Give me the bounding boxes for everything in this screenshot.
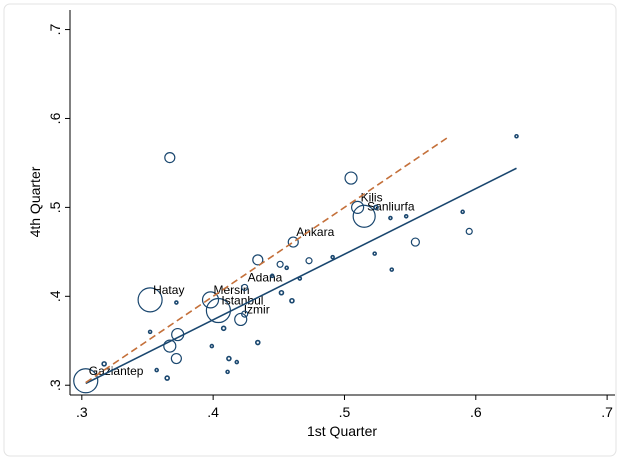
point <box>389 267 395 272</box>
point <box>514 133 519 139</box>
point <box>226 355 232 362</box>
point <box>73 368 99 394</box>
point <box>289 297 295 304</box>
y-tick-label: .5 <box>47 201 63 213</box>
point <box>201 291 220 309</box>
point <box>254 339 261 346</box>
x-axis-title: 1st Quarter <box>307 423 377 439</box>
y-axis-title: 4th Quarter <box>27 166 43 237</box>
point <box>174 300 179 305</box>
point-label: Kilis <box>361 190 383 204</box>
point <box>344 171 358 185</box>
point <box>220 325 227 332</box>
point <box>284 265 289 271</box>
x-tick-label: .7 <box>601 404 613 420</box>
point-label: Sanliurfa <box>367 199 415 213</box>
y-tick-label: .4 <box>47 290 63 302</box>
point <box>209 343 215 349</box>
point <box>269 273 275 279</box>
y-tick-label: .6 <box>47 112 63 124</box>
point <box>352 204 376 228</box>
point <box>137 287 163 313</box>
point <box>170 352 182 365</box>
point <box>164 375 170 381</box>
point <box>234 359 240 365</box>
x-tick-label: .3 <box>76 404 88 420</box>
point <box>403 213 409 219</box>
point <box>287 236 299 248</box>
x-tick-label: .6 <box>470 404 482 420</box>
point <box>164 151 176 164</box>
point <box>460 209 465 215</box>
point <box>225 369 230 375</box>
point-label: Mersin <box>214 283 250 297</box>
point-label: Hatay <box>153 283 184 297</box>
y-tick-label: .3 <box>47 379 63 391</box>
point <box>410 237 420 247</box>
point <box>351 200 365 214</box>
x-tick-label: .4 <box>207 404 219 420</box>
point <box>234 312 248 327</box>
point <box>330 254 335 260</box>
point-label: Adana <box>248 270 283 284</box>
point <box>163 339 177 353</box>
point <box>465 227 473 235</box>
y-tick-label: .7 <box>47 24 63 36</box>
point <box>373 204 379 211</box>
reference-line <box>85 137 448 384</box>
point <box>278 289 285 296</box>
fit-line <box>85 167 517 385</box>
point <box>101 361 107 367</box>
point <box>147 329 153 335</box>
point <box>305 257 313 265</box>
point <box>276 260 284 268</box>
point <box>388 215 393 221</box>
point <box>154 367 159 373</box>
point <box>252 254 264 266</box>
frame <box>3 3 617 457</box>
point <box>241 310 249 318</box>
x-tick-label: .5 <box>339 404 351 420</box>
point-label: Ankara <box>296 225 334 239</box>
point-label: Istanbul <box>221 294 263 308</box>
point-label: Izmir <box>244 302 270 316</box>
point <box>372 251 377 256</box>
point <box>241 283 249 292</box>
